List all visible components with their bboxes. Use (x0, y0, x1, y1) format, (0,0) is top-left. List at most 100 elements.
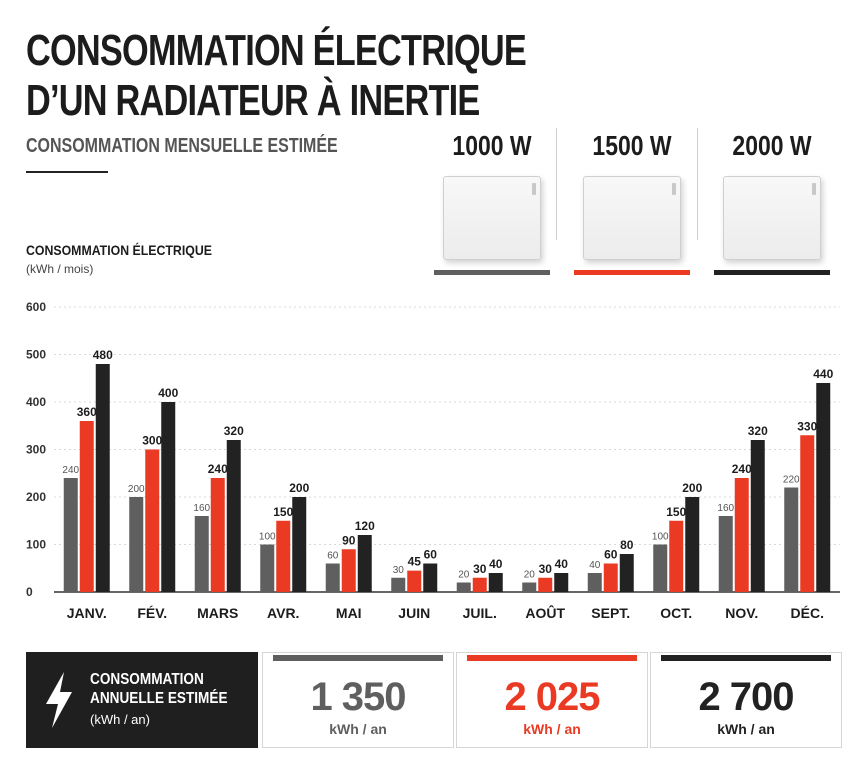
bar-1000w (456, 582, 471, 592)
radiator-image (443, 176, 541, 260)
x-tick-label: JUIN (398, 605, 430, 621)
variant-1500w: 1500 W (567, 130, 697, 275)
bar-1000w (784, 487, 799, 592)
data-label: 150 (666, 505, 686, 519)
data-label: 300 (142, 434, 162, 448)
variant-divider (697, 128, 698, 240)
data-label: 320 (748, 424, 768, 438)
total-color-bar (467, 655, 637, 661)
bar-2000w (161, 402, 176, 592)
bar-2000w (488, 573, 503, 592)
annual-total-2000w: 2 700 kWh / an (650, 652, 842, 748)
bar-1500w (734, 478, 749, 592)
annual-label-line-2: ANNUELLE ESTIMÉE (90, 690, 228, 707)
bar-2000w (685, 497, 700, 592)
data-label: 60 (424, 548, 438, 562)
data-label: 60 (604, 548, 618, 562)
bar-chart: 0 100 200 300 400 500 600 JANV. 240 360 480 FÉV. 200… (26, 300, 840, 621)
data-label: 240 (732, 462, 752, 476)
bar-1500w (538, 577, 553, 592)
bar-1500w (669, 520, 684, 592)
title-line-1: CONSOMMATION ÉLECTRIQUE (26, 26, 527, 75)
variant-color-bar (434, 270, 550, 275)
bar-2000w (554, 573, 569, 592)
variant-2000w: 2000 W (707, 130, 837, 275)
y-tick-label: 600 (26, 300, 46, 314)
bar-1000w (718, 516, 733, 592)
bar-2000w (816, 383, 831, 592)
total-unit: kWh / an (523, 721, 581, 737)
bar-2000w (292, 497, 307, 592)
bar-1500w (472, 577, 487, 592)
data-label: 45 (408, 555, 422, 569)
bar-1000w (63, 478, 78, 592)
bar-1500w (407, 570, 422, 592)
data-label: 160 (717, 503, 734, 514)
variant-color-bar (714, 270, 830, 275)
variant-label: 2000 W (732, 130, 812, 161)
total-unit: kWh / an (329, 721, 387, 737)
y-tick-label: 500 (26, 348, 46, 362)
bar-1000w (129, 497, 144, 592)
total-color-bar (661, 655, 831, 661)
data-label: 20 (458, 570, 470, 581)
x-tick-label: MARS (197, 605, 238, 621)
x-tick-label: AVR. (267, 605, 299, 621)
x-tick-label: OCT. (660, 605, 692, 621)
bar-1500w (79, 421, 94, 592)
bar-1500w (800, 435, 815, 592)
data-label: 160 (193, 503, 210, 514)
data-label: 480 (93, 348, 113, 362)
variant-label: 1500 W (592, 130, 672, 161)
radiator-image (583, 176, 681, 260)
bar-1000w (587, 573, 602, 592)
x-tick-label: JANV. (67, 605, 107, 621)
data-label: 100 (259, 532, 276, 543)
bar-1000w (194, 516, 209, 592)
data-label: 30 (393, 565, 405, 576)
variant-label: 1000 W (452, 130, 532, 161)
variant-1000w: 1000 W (427, 130, 557, 275)
y-tick-label: 200 (26, 490, 46, 504)
data-label: 90 (342, 533, 356, 547)
total-value: 2 025 (504, 675, 600, 719)
bar-1000w (325, 563, 340, 592)
x-tick-label: NOV. (725, 605, 758, 621)
title-line-2: D’UN RADIATEUR À INERTIE (26, 76, 480, 125)
bar-1000w (391, 577, 406, 592)
annual-total-1500w: 2 025 kWh / an (456, 652, 648, 748)
annual-summary: CONSOMMATION ANNUELLE ESTIMÉE (kWh / an)… (26, 652, 842, 748)
data-label: 330 (797, 419, 817, 433)
data-label: 40 (555, 557, 569, 571)
annual-total-1000w: 1 350 kWh / an (262, 652, 454, 748)
bar-1500w (145, 449, 160, 592)
total-value: 2 700 (698, 675, 794, 719)
data-label: 360 (77, 405, 97, 419)
data-label: 200 (128, 484, 145, 495)
data-label: 100 (652, 532, 669, 543)
y-tick-label: 100 (26, 538, 46, 552)
bar-2000w (226, 440, 241, 592)
variant-color-bar (574, 270, 690, 275)
total-value: 1 350 (310, 675, 406, 719)
bar-1000w (522, 582, 537, 592)
data-label: 80 (620, 538, 634, 552)
annual-label-box: CONSOMMATION ANNUELLE ESTIMÉE (kWh / an) (26, 652, 258, 748)
data-label: 150 (273, 505, 293, 519)
data-label: 60 (327, 551, 339, 562)
data-label: 40 (589, 560, 601, 571)
y-tick-label: 0 (26, 585, 33, 599)
data-label: 400 (158, 386, 178, 400)
variant-divider (556, 128, 557, 240)
data-label: 200 (289, 481, 309, 495)
data-label: 30 (473, 562, 487, 576)
annual-unit: (kWh / an) (90, 712, 150, 727)
bar-1500w (341, 549, 356, 592)
data-label: 200 (682, 481, 702, 495)
bar-2000w (95, 364, 110, 592)
data-label: 240 (62, 465, 79, 476)
total-color-bar (273, 655, 443, 661)
bar-2000w (619, 554, 634, 592)
lightning-bolt-icon (46, 672, 72, 728)
bar-1500w (210, 478, 225, 592)
